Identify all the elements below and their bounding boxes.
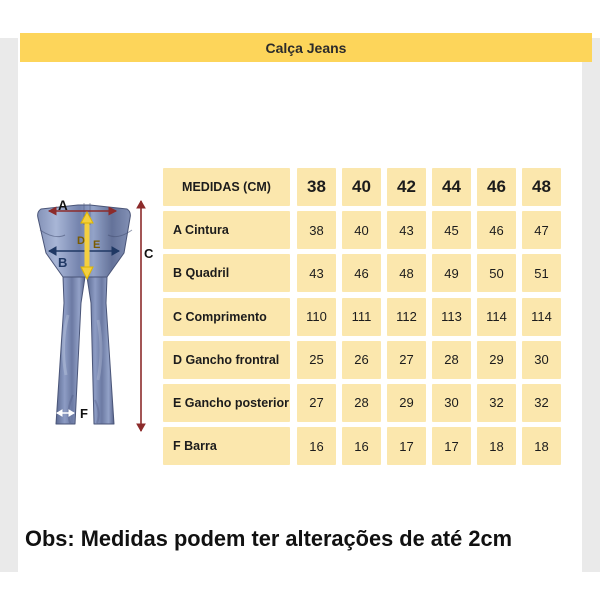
svg-text:D: D	[77, 235, 85, 247]
svg-text:E: E	[93, 239, 100, 251]
svg-text:F: F	[80, 406, 88, 421]
svg-text:C: C	[144, 246, 154, 261]
svg-text:A: A	[58, 198, 68, 213]
svg-text:B: B	[58, 255, 67, 270]
